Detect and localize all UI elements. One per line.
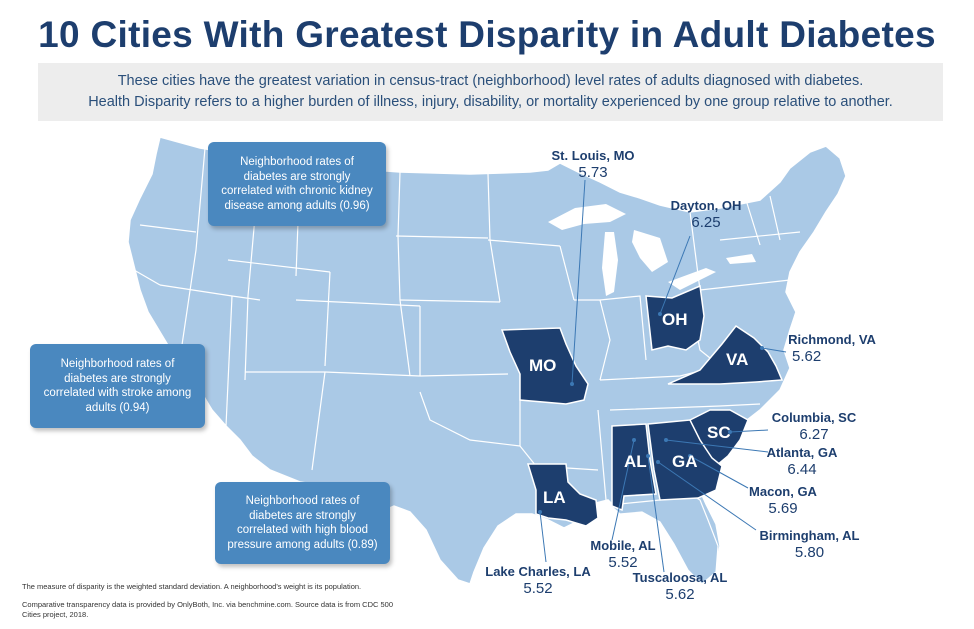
city-name: Columbia, SC [771, 410, 857, 425]
state-label-oh: OH [662, 310, 688, 329]
city-atlanta: Atlanta, GA 6.44 [752, 445, 852, 478]
state-borders [133, 147, 801, 514]
lake-michigan [602, 232, 618, 296]
city-value: 6.44 [787, 461, 817, 478]
city-st-louis: St. Louis, MO 5.73 [548, 148, 638, 181]
city-name: Macon, GA [749, 484, 817, 499]
city-value: 5.73 [578, 164, 608, 181]
callout-blood-pressure: Neighborhood rates of diabetes are stron… [215, 482, 390, 564]
city-value: 5.52 [608, 554, 638, 571]
city-name: Lake Charles, LA [485, 564, 591, 579]
city-birmingham: Birmingham, AL 5.80 [752, 528, 867, 561]
state-virginia[interactable] [667, 324, 784, 385]
lake-erie [668, 268, 716, 290]
callout-blood-pressure-text: Neighborhood rates of diabetes are stron… [227, 495, 378, 551]
city-mobile: Mobile, AL 5.52 [578, 538, 668, 571]
city-value: 5.52 [523, 580, 553, 597]
city-name: Richmond, VA [788, 332, 876, 347]
city-richmond: Richmond, VA 5.62 [782, 332, 882, 365]
state-label-mo: MO [529, 356, 557, 375]
city-markers [538, 312, 764, 514]
state-label-la: LA [543, 488, 566, 507]
city-value: 5.62 [665, 586, 695, 603]
state-ohio[interactable] [645, 284, 705, 351]
lake-superior [548, 204, 626, 230]
callout-kidney-text: Neighborhood rates of diabetes are stron… [221, 156, 373, 212]
city-columbia: Columbia, SC 6.27 [764, 410, 864, 443]
footnote-source-line-2: Cities project, 2018. [22, 609, 89, 619]
footnote-source: Comparative transparency data is provide… [22, 600, 393, 619]
state-label-al: AL [624, 452, 647, 471]
callout-stroke-text: Neighborhood rates of diabetes are stron… [43, 358, 192, 414]
state-louisiana[interactable] [526, 463, 599, 527]
lake-ontario [726, 254, 756, 264]
city-name: Tuscaloosa, AL [632, 570, 728, 585]
city-lake-charles: Lake Charles, LA 5.52 [478, 564, 598, 597]
city-name: St. Louis, MO [551, 148, 635, 163]
city-name: Dayton, OH [670, 198, 742, 213]
city-value: 5.69 [768, 500, 798, 517]
footnote-measure: The measure of disparity is the weighted… [22, 582, 362, 591]
city-value: 6.27 [799, 426, 829, 443]
city-name: Mobile, AL [590, 538, 656, 553]
city-macon: Macon, GA 5.69 [738, 484, 828, 517]
callout-kidney: Neighborhood rates of diabetes are stron… [208, 142, 386, 226]
city-name: Birmingham, AL [759, 528, 860, 543]
footnote-source-line-1: Comparative transparency data is provide… [22, 600, 394, 609]
subtitle-line-1: These cities have the greatest variation… [117, 73, 864, 89]
subtitle-box: These cities have the greatest variation… [38, 63, 943, 121]
city-value: 5.62 [792, 348, 822, 365]
page-title: 10 Cities With Greatest Disparity in Adu… [38, 14, 936, 55]
city-name: Atlanta, GA [766, 445, 838, 460]
lake-huron [632, 230, 668, 272]
subtitle-line-2: Health Disparity refers to a higher burd… [88, 94, 893, 110]
city-tuscaloosa: Tuscaloosa, AL 5.62 [630, 570, 730, 603]
city-value: 5.80 [794, 544, 825, 561]
state-missouri[interactable] [500, 327, 589, 405]
state-label-va: VA [726, 350, 749, 369]
callout-stroke: Neighborhood rates of diabetes are stron… [30, 344, 205, 428]
connector-lines [539, 179, 787, 573]
state-label-ga: GA [672, 452, 698, 471]
state-label-sc: SC [707, 423, 731, 442]
city-dayton: Dayton, OH 6.25 [664, 198, 748, 231]
city-value: 6.25 [691, 214, 721, 231]
